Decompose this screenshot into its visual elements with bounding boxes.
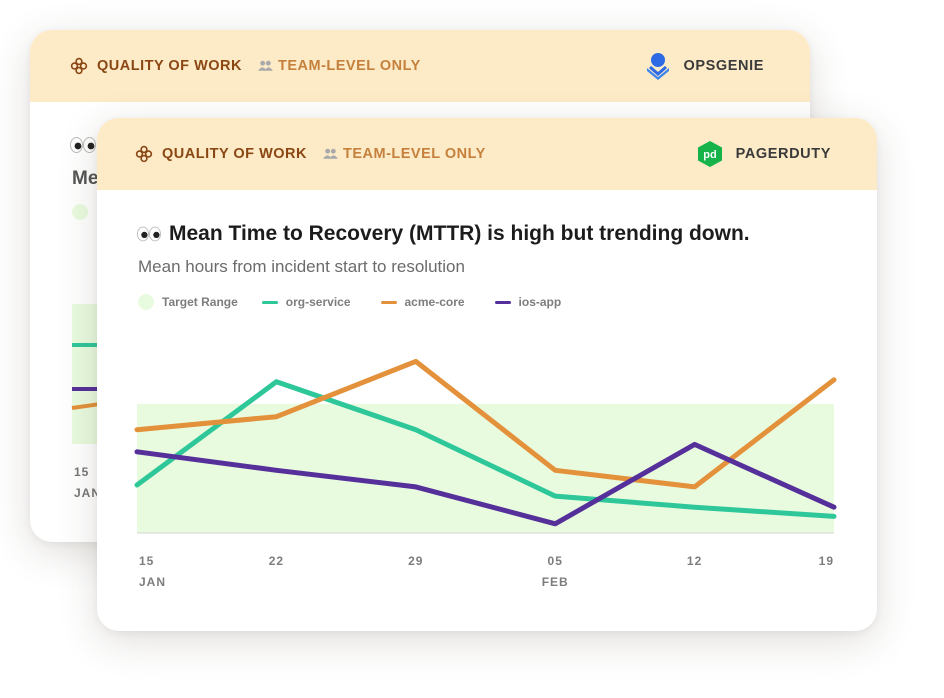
x-tick-label: 29: [408, 554, 423, 568]
series-line-ios-app: [134, 441, 837, 527]
legend-item-org-service: org-service: [261, 295, 351, 309]
x-tick-label: 22: [269, 554, 284, 568]
pagerduty-logo-text: pd: [703, 149, 716, 161]
tick-label: 15: [74, 465, 90, 479]
integration-brand: OPSGENIE: [645, 30, 764, 102]
legend-swatch: [380, 300, 397, 304]
legend-item-acme-core: acme-core: [380, 295, 465, 309]
legend-item-target-range: Target Range: [138, 294, 238, 310]
card-header: QUALITY OF WORK TEAM-LEVEL ONLY OPSGENIE: [30, 30, 810, 102]
series-line-acme-core: [134, 358, 837, 490]
legend-label: org-service: [285, 295, 351, 309]
eyes-icon: [137, 225, 161, 243]
opsgenie-logo-icon: [647, 53, 670, 80]
target-range-band: [137, 403, 834, 533]
flower-icon: [135, 145, 153, 163]
flower-icon: [70, 57, 88, 75]
series-line-org-service: [134, 379, 837, 519]
series-line-fragment: [72, 343, 102, 347]
line-chart: 15 JAN 22 29 05 FEB 12 19: [134, 358, 837, 589]
x-tick-label: 19: [819, 554, 834, 568]
people-icon: [257, 60, 273, 71]
category-tag: QUALITY OF WORK TEAM-LEVEL ONLY: [135, 145, 486, 163]
legend-label: Target Range: [162, 295, 238, 309]
tick-label: JAN: [74, 486, 102, 500]
integration-brand: pd PAGERDUTY: [696, 118, 831, 190]
x-tick-label: 15: [139, 554, 154, 568]
chart-title-row: Mean Time to Recovery (MTTR) is high but…: [137, 222, 750, 246]
people-icon: [322, 148, 338, 159]
legend-label: ios-app: [518, 295, 562, 309]
legend-label: acme-core: [404, 295, 465, 309]
scope-label: TEAM-LEVEL ONLY: [342, 146, 486, 162]
legend-dot: [72, 204, 88, 220]
series-line-fragment: [72, 387, 102, 391]
x-tick-label: 12: [687, 554, 702, 568]
title-fragment: Me: [72, 168, 99, 189]
chart-title: Mean Time to Recovery (MTTR) is high but…: [169, 222, 750, 245]
legend-item-ios-app: ios-app: [494, 295, 562, 309]
chart-legend: Target Range org-service acme-core ios-a…: [138, 294, 585, 310]
scope-label: TEAM-LEVEL ONLY: [277, 58, 421, 74]
x-tick-month-label: FEB: [542, 575, 569, 589]
eyes-icon: [70, 137, 96, 153]
legend-swatch: [138, 294, 154, 310]
integration-name: OPSGENIE: [683, 58, 764, 74]
legend-swatch: [261, 300, 278, 304]
pagerduty-metric-card: QUALITY OF WORK TEAM-LEVEL ONLY pd PAGER…: [97, 118, 877, 631]
x-tick-label: 05: [548, 554, 563, 568]
pagerduty-logo-icon: pd: [697, 141, 722, 167]
category-label: QUALITY OF WORK: [97, 58, 242, 74]
chart-subtitle: Mean hours from incident start to resolu…: [138, 257, 465, 276]
card-header: QUALITY OF WORK TEAM-LEVEL ONLY pd PAGER…: [97, 118, 877, 190]
integration-name: PAGERDUTY: [735, 146, 831, 162]
x-tick-month-label: JAN: [139, 575, 166, 589]
legend-swatch: [494, 300, 511, 304]
category-label: QUALITY OF WORK: [162, 146, 307, 162]
category-tag: QUALITY OF WORK TEAM-LEVEL ONLY: [70, 57, 421, 75]
